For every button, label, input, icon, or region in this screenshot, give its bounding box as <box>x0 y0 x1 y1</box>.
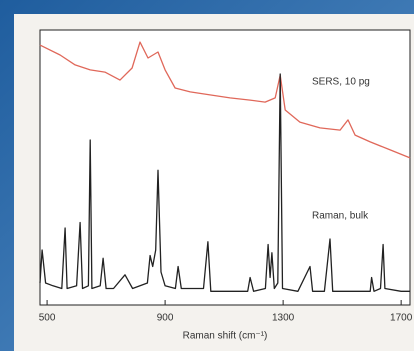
spectrum-line <box>39 73 410 292</box>
spectrum-line <box>39 41 411 159</box>
x-axis-label: Raman shift (cm⁻¹) <box>183 331 268 342</box>
x-tick-label: 1700 <box>390 313 413 324</box>
x-tick-label: 900 <box>157 313 174 324</box>
x-tick-label: 1300 <box>272 313 295 324</box>
annotation: SERS, 10 pg <box>312 77 370 88</box>
plot-area <box>39 29 411 306</box>
x-tick-label: 500 <box>39 313 56 324</box>
annotation: Raman, bulk <box>312 211 369 222</box>
